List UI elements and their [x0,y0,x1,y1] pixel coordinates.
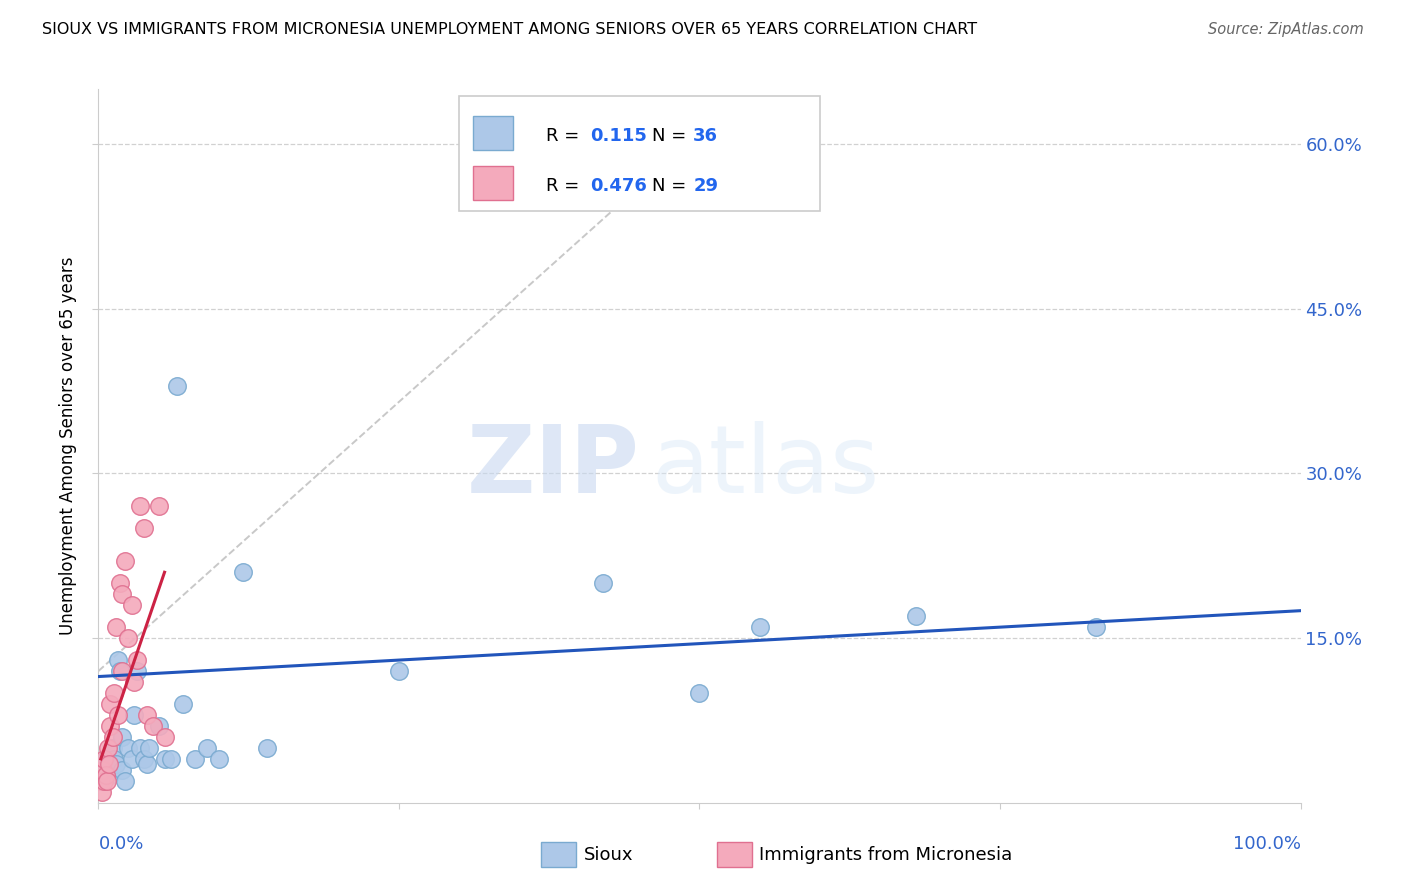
Point [98,757,121,772]
Point [125,664,148,678]
Point [91,785,114,799]
Text: R =: R = [546,177,585,194]
Point [904,609,927,624]
Point [117,631,139,645]
Point [94,768,117,782]
Point [153,752,176,766]
Point [114,773,136,788]
Point [132,521,155,535]
Point [129,500,152,514]
Point [108,664,131,678]
Point [101,730,124,744]
Point [103,752,125,766]
Point [592,576,614,591]
Point [256,740,278,755]
Point [93,752,115,766]
Point [148,719,170,733]
Point [114,554,136,568]
Point [91,773,114,788]
Text: 100.0%: 100.0% [1233,835,1301,853]
Point [105,620,128,634]
Point [125,653,148,667]
Point [111,730,134,744]
Point [97,763,120,777]
Text: SIOUX VS IMMIGRANTS FROM MICRONESIA UNEMPLOYMENT AMONG SENIORS OVER 65 YEARS COR: SIOUX VS IMMIGRANTS FROM MICRONESIA UNEM… [42,22,977,37]
Text: N =: N = [652,177,693,194]
Point [689,686,711,700]
Text: atlas: atlas [651,421,880,514]
Point [108,576,131,591]
Point [153,730,176,744]
Point [148,500,170,514]
Point [101,740,124,755]
Point [166,378,188,392]
Text: Sioux: Sioux [583,846,633,863]
Text: 0.476: 0.476 [591,177,648,194]
Point [748,620,770,634]
Point [132,752,155,766]
Point [117,740,139,755]
Text: 36: 36 [693,127,718,145]
Text: 29: 29 [693,177,718,194]
Point [129,740,152,755]
Point [90,773,112,788]
Point [93,773,115,788]
Point [1085,620,1108,634]
Point [96,773,118,788]
Point [111,763,134,777]
Text: R =: R = [546,127,585,145]
Point [121,598,143,612]
Point [111,664,134,678]
Point [107,708,129,723]
Text: Source: ZipAtlas.com: Source: ZipAtlas.com [1208,22,1364,37]
Point [124,675,146,690]
Y-axis label: Unemployment Among Seniors over 65 years: Unemployment Among Seniors over 65 years [59,257,77,635]
Point [135,757,157,772]
Point [111,587,134,601]
Text: N =: N = [652,127,693,145]
Point [388,664,411,678]
Text: 0.0%: 0.0% [98,835,143,853]
Text: ZIP: ZIP [467,421,640,514]
Point [195,740,218,755]
Point [103,686,125,700]
Point [141,719,163,733]
Point [121,752,143,766]
Text: 0.115: 0.115 [591,127,648,145]
Point [94,752,117,766]
Point [105,757,128,772]
Point [172,697,194,711]
Point [107,653,129,667]
Point [183,752,205,766]
Point [100,719,122,733]
Point [91,763,114,777]
Point [232,566,254,580]
Text: Immigrants from Micronesia: Immigrants from Micronesia [759,846,1012,863]
Point [138,740,160,755]
Point [208,752,231,766]
Point [159,752,181,766]
Point [100,697,122,711]
Point [124,708,146,723]
Point [97,740,120,755]
Point [135,708,157,723]
Point [100,768,122,782]
